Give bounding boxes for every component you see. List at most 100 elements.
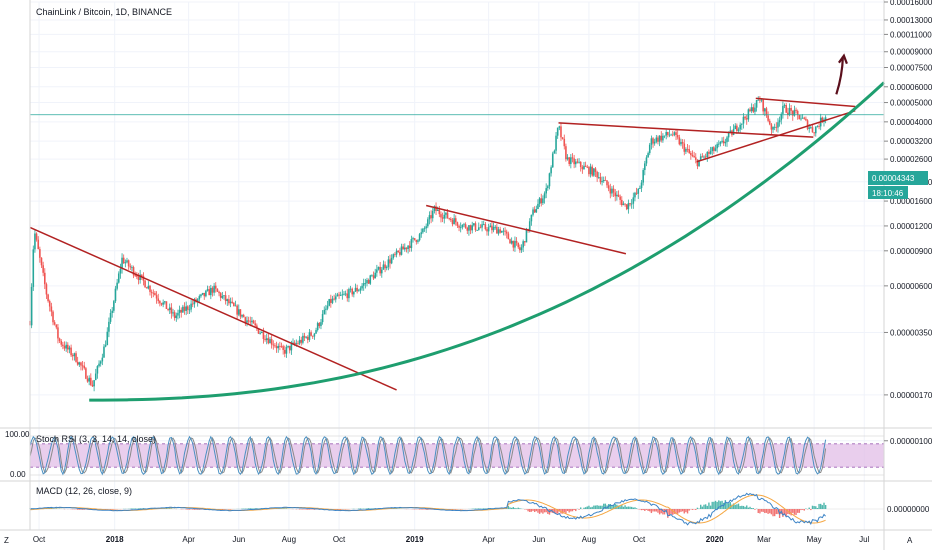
timezone-z-label[interactable]: Z bbox=[4, 536, 9, 545]
candle-body bbox=[657, 137, 659, 142]
macd-pane[interactable] bbox=[29, 492, 884, 526]
trendline[interactable] bbox=[696, 109, 856, 163]
candle-body bbox=[303, 335, 306, 338]
candle-body bbox=[343, 293, 345, 295]
macd-histogram-bar bbox=[713, 501, 715, 509]
macd-histogram-bar bbox=[565, 509, 567, 514]
candle-body bbox=[601, 181, 603, 183]
macd-histogram-bar bbox=[538, 509, 541, 514]
time-tick-label: Jul bbox=[859, 535, 869, 544]
macd-histogram-bar bbox=[808, 507, 810, 509]
stoch-rsi-pane[interactable] bbox=[29, 435, 884, 476]
candle-body bbox=[71, 355, 74, 357]
candle-body bbox=[721, 140, 723, 142]
macd-histogram-bar bbox=[543, 509, 546, 513]
candle-body bbox=[157, 298, 160, 302]
main-pane[interactable] bbox=[29, 53, 886, 402]
macd-histogram-bar bbox=[545, 509, 547, 513]
candle-body bbox=[699, 156, 702, 160]
macd-histogram-bar bbox=[256, 508, 258, 509]
stoch-k-line bbox=[29, 435, 827, 476]
candle-body bbox=[334, 296, 337, 300]
macd-histogram-bar bbox=[418, 509, 421, 510]
candle-body bbox=[645, 157, 648, 164]
macd-histogram-bar bbox=[782, 509, 784, 517]
price-tick-label: 0.00007500 bbox=[890, 64, 932, 73]
candle-body bbox=[428, 215, 431, 220]
macd-histogram-bar bbox=[729, 502, 731, 509]
candle-body bbox=[709, 151, 712, 154]
candle-body bbox=[693, 156, 695, 158]
macd-histogram-bar bbox=[680, 509, 682, 512]
candle-body bbox=[647, 153, 649, 158]
candle-body bbox=[619, 196, 621, 200]
macd-histogram-bar bbox=[611, 504, 613, 509]
macd-histogram-bar bbox=[510, 507, 513, 509]
arrow-shaft[interactable] bbox=[835, 56, 845, 95]
candle-body bbox=[458, 225, 460, 228]
candle-body bbox=[113, 301, 115, 311]
auto-scale-a-label[interactable]: A bbox=[907, 536, 913, 545]
macd-histogram-bar bbox=[512, 507, 515, 509]
macd-histogram-bar bbox=[254, 508, 256, 509]
candle-body bbox=[150, 291, 153, 293]
trendline[interactable] bbox=[29, 226, 397, 391]
time-tick-label: May bbox=[807, 535, 822, 544]
candle-body bbox=[170, 307, 173, 314]
macd-histogram-bar bbox=[769, 509, 771, 514]
macd-histogram-bar bbox=[525, 509, 528, 510]
candle-body bbox=[624, 203, 626, 205]
candle-body bbox=[635, 192, 638, 194]
candle-body bbox=[550, 167, 552, 174]
macd-histogram-bar bbox=[85, 509, 87, 510]
candle-body bbox=[724, 142, 727, 144]
macd-histogram-bar bbox=[509, 507, 511, 509]
candle-body bbox=[122, 257, 125, 264]
time-tick-label: Mar bbox=[757, 535, 771, 544]
candle-body bbox=[768, 120, 771, 125]
candle-body bbox=[308, 332, 311, 340]
candle-body bbox=[117, 273, 120, 283]
candle-body bbox=[81, 365, 84, 367]
arrow-head[interactable] bbox=[838, 53, 848, 65]
candle-body bbox=[543, 193, 546, 199]
candle-body bbox=[369, 275, 372, 284]
candle-body bbox=[380, 269, 383, 274]
support-curve[interactable] bbox=[89, 81, 886, 402]
candle-body bbox=[140, 274, 143, 276]
candle-body bbox=[479, 227, 482, 229]
candle-body bbox=[262, 331, 265, 339]
candle-body bbox=[300, 339, 303, 343]
candle-body bbox=[614, 192, 617, 197]
candle-body bbox=[178, 309, 181, 313]
candle-body bbox=[609, 188, 612, 194]
candle-body bbox=[417, 240, 419, 242]
candle-body bbox=[127, 260, 130, 267]
candle-body bbox=[58, 338, 61, 341]
macd-histogram-bar bbox=[744, 506, 746, 509]
macd-histogram-bar bbox=[749, 506, 751, 509]
candle-body bbox=[560, 126, 562, 138]
price-tick-label: 0.00003200 bbox=[890, 137, 932, 146]
candle-body bbox=[272, 344, 275, 346]
candle-body bbox=[111, 310, 113, 313]
candle-body bbox=[269, 339, 271, 344]
candle-body bbox=[675, 132, 677, 136]
candle-body bbox=[68, 347, 71, 350]
macd-histogram-bar bbox=[81, 509, 84, 510]
candle-body bbox=[803, 117, 806, 119]
candle-body bbox=[760, 99, 763, 101]
macd-histogram-bar bbox=[821, 505, 824, 509]
trendline[interactable] bbox=[426, 204, 627, 255]
macd-histogram-bar bbox=[655, 509, 658, 512]
candle-body bbox=[612, 188, 615, 193]
candle-body bbox=[593, 168, 595, 176]
candle-body bbox=[198, 296, 201, 300]
trendline[interactable] bbox=[558, 122, 814, 138]
candle-body bbox=[648, 144, 651, 154]
candle-body bbox=[632, 197, 635, 204]
trendline[interactable] bbox=[755, 97, 856, 108]
candle-body bbox=[129, 266, 132, 268]
candle-body bbox=[703, 156, 705, 158]
candle-body bbox=[132, 267, 135, 276]
